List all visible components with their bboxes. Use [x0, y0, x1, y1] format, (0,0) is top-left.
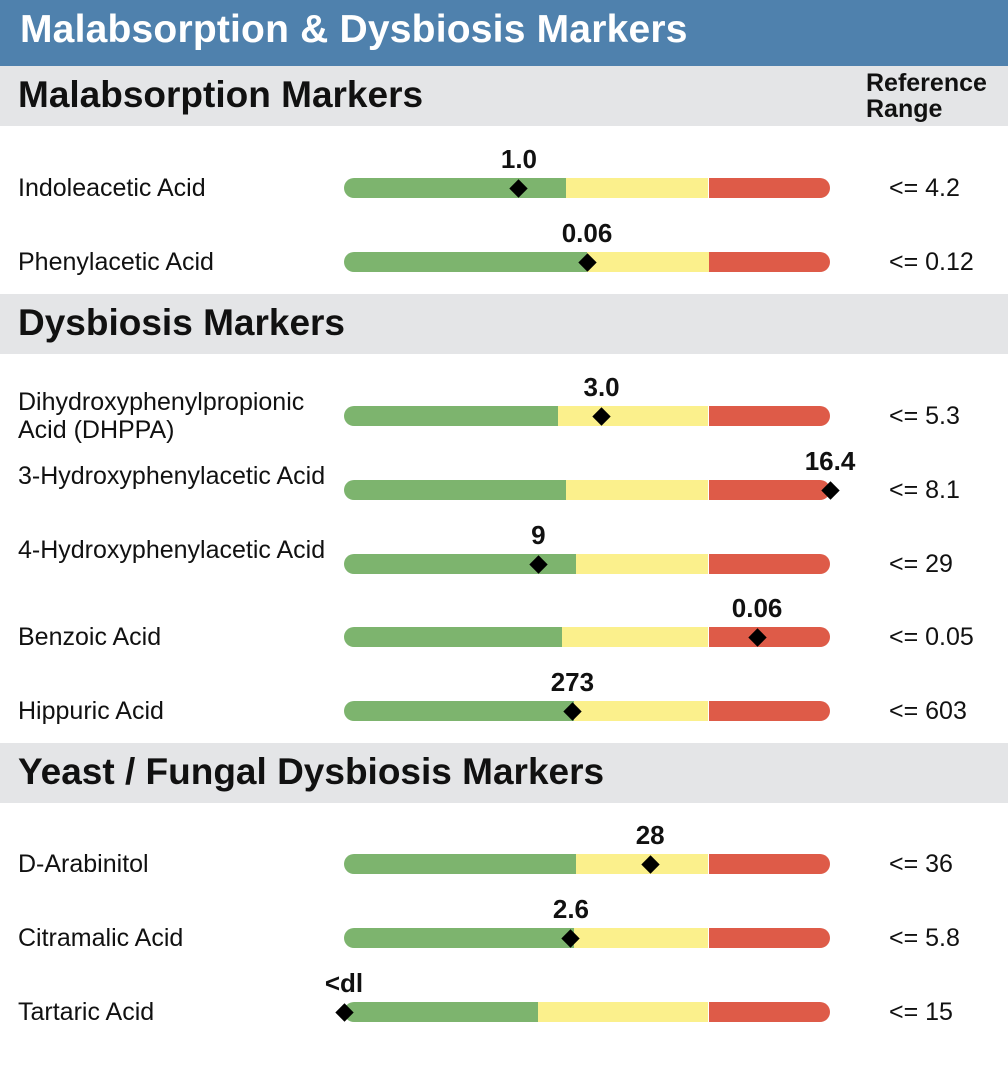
page-title: Malabsorption & Dysbiosis Markers [20, 8, 688, 51]
normal-zone [344, 854, 576, 874]
normal-zone [344, 554, 576, 574]
high-zone [708, 627, 830, 647]
marker-name: 3-Hydroxyphenylacetic Acid [18, 462, 326, 490]
marker-name: Phenylacetic Acid [18, 248, 214, 276]
high-zone [708, 701, 830, 721]
normal-zone [344, 627, 562, 647]
value-label: 273 [550, 667, 595, 697]
normal-zone [344, 928, 574, 948]
reference-range: <= 4.2 [889, 174, 960, 202]
reference-range: <= 29 [889, 550, 953, 578]
reference-range-header: Reference Range [866, 70, 987, 122]
high-zone [708, 554, 830, 574]
borderline-zone [573, 701, 709, 721]
range-bar [344, 701, 830, 721]
section-header: Malabsorption Markers Reference Range [0, 66, 1008, 126]
borderline-zone [557, 406, 709, 426]
range-bar [344, 854, 830, 874]
reference-range: <= 603 [889, 697, 967, 725]
section-title: Yeast / Fungal Dysbiosis Markers [18, 751, 605, 792]
reference-range: <= 0.05 [889, 623, 974, 651]
borderline-zone [565, 480, 709, 500]
high-zone [708, 406, 830, 426]
value-label: 2.6 [552, 894, 590, 924]
marker-name: Indoleacetic Acid [18, 174, 206, 202]
range-bar [344, 178, 830, 198]
high-zone [708, 928, 830, 948]
normal-zone [344, 406, 558, 426]
value-label: 0.06 [561, 218, 613, 248]
section-title: Malabsorption Markers [18, 74, 424, 115]
high-zone [708, 480, 830, 500]
value-label: <dl [324, 968, 364, 998]
borderline-zone [561, 627, 709, 647]
range-bar [344, 1002, 830, 1022]
reference-range: <= 8.1 [889, 476, 960, 504]
report-title-bar: Malabsorption & Dysbiosis Markers [0, 0, 1008, 66]
value-label: 28 [635, 820, 665, 850]
high-zone [708, 1002, 830, 1022]
high-zone [708, 178, 830, 198]
normal-zone [344, 480, 566, 500]
marker-name: Benzoic Acid [18, 623, 162, 651]
range-bar [344, 627, 830, 647]
normal-zone [344, 252, 587, 272]
high-zone [708, 854, 830, 874]
normal-zone [344, 701, 574, 721]
marker-name: Dihydroxyphenylpropionic Acid (DHPPA) [18, 388, 305, 444]
reference-range: <= 5.8 [889, 924, 960, 952]
normal-zone [344, 1002, 539, 1022]
value-label: 0.06 [731, 593, 783, 623]
reference-range-header-word: Reference [866, 69, 987, 97]
marker-name: Citramalic Acid [18, 924, 184, 952]
reference-range: <= 15 [889, 998, 953, 1026]
borderline-zone [538, 1002, 709, 1022]
marker-name: Hippuric Acid [18, 697, 164, 725]
section-title: Dysbiosis Markers [18, 302, 346, 343]
value-label: 3.0 [583, 372, 620, 402]
borderline-zone [565, 178, 709, 198]
value-label: 9 [531, 520, 546, 550]
reference-range: <= 36 [889, 850, 953, 878]
range-bar [344, 252, 830, 272]
value-label: 1.0 [500, 144, 538, 174]
range-bar [344, 554, 830, 574]
section-header: Dysbiosis Markers [0, 294, 1008, 354]
section-header: Yeast / Fungal Dysbiosis Markers [0, 743, 1008, 803]
value-label: 16.4 [804, 446, 856, 476]
reference-range: <= 5.3 [889, 402, 960, 430]
marker-name: Tartaric Acid [18, 998, 155, 1026]
marker-name: D-Arabinitol [18, 850, 149, 878]
borderline-zone [573, 928, 709, 948]
reference-range: <= 0.12 [889, 248, 974, 276]
range-bar [344, 480, 830, 500]
normal-zone [344, 178, 566, 198]
borderline-zone [575, 554, 709, 574]
reference-range-header-word: Range [866, 95, 943, 123]
marker-name: 4-Hydroxyphenylacetic Acid [18, 536, 326, 564]
range-bar [344, 406, 830, 426]
borderline-zone [587, 252, 709, 272]
range-bar [344, 928, 830, 948]
high-zone [708, 252, 830, 272]
